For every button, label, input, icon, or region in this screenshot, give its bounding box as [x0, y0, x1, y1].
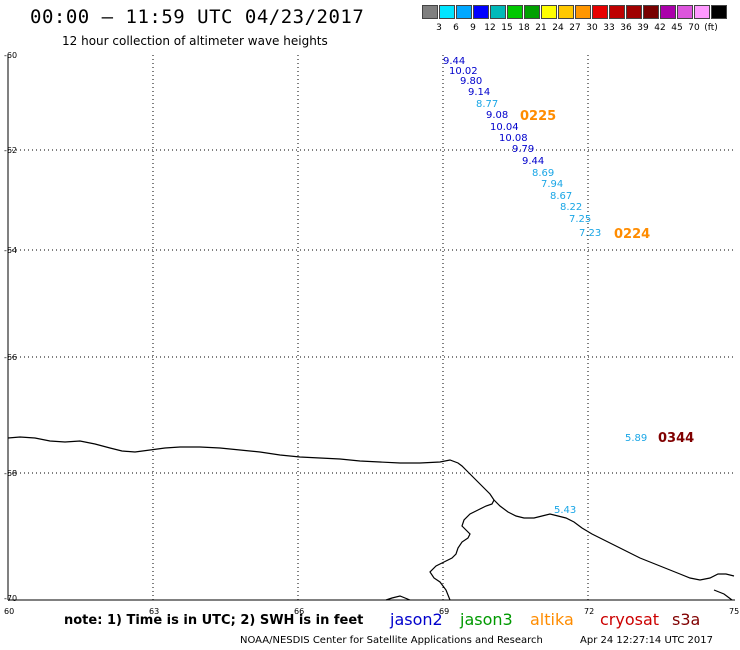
color-legend: 3 6 9 12 15 18 21 24 27 30 33 36 39 42 45 70 (ft)	[422, 5, 728, 33]
legend-swatch	[541, 5, 557, 19]
legend-swatch	[660, 5, 676, 19]
longitude-label: 60	[4, 607, 14, 616]
longitude-label: 63	[149, 607, 159, 616]
legend-swatch	[575, 5, 591, 19]
legend-label: 21	[535, 23, 547, 33]
latitude-label: -64	[4, 246, 17, 255]
legend-swatch	[592, 5, 608, 19]
satellite-legend-s3a: s3a	[672, 610, 701, 629]
latitude-label: -68	[4, 469, 17, 478]
satellite-legend-cryosat: cryosat	[600, 610, 660, 629]
satellite-legend-jason2: jason2	[390, 610, 443, 629]
legend-swatch	[507, 5, 523, 19]
wave-height-value: 10.04	[490, 122, 519, 133]
satellite-legend-jason3: jason3	[460, 610, 513, 629]
latitude-label: -62	[4, 146, 17, 155]
latitude-label: -66	[4, 353, 17, 362]
legend-label: 18	[518, 23, 530, 33]
wave-height-value: 9.14	[468, 87, 490, 98]
legend-label: 45	[671, 23, 683, 33]
wave-height-value: 9.44	[522, 156, 544, 167]
coastline-east	[493, 499, 735, 581]
wave-height-value: 5.89	[625, 433, 647, 444]
legend-swatch	[626, 5, 642, 19]
pass-time-label: 0344	[658, 431, 694, 446]
wave-height-value: 8.77	[476, 99, 498, 110]
wave-height-value: 9.44	[443, 56, 465, 67]
legend-label: 70	[688, 23, 700, 33]
coastline-west-corner	[385, 595, 411, 601]
timestamp-text: Apr 24 12:27:14 UTC 2017	[580, 635, 713, 646]
wave-height-value: 8.67	[550, 191, 572, 202]
legend-swatch	[456, 5, 472, 19]
wave-height-value: 8.22	[560, 202, 582, 213]
legend-label: 30	[586, 23, 598, 33]
wave-height-value: 7.25	[569, 214, 591, 225]
legend-label: 6	[453, 23, 459, 33]
satellite-legend-altika: altika	[530, 610, 574, 629]
legend-swatch	[558, 5, 574, 19]
legend-swatch	[711, 5, 727, 19]
legend-label: 39	[637, 23, 649, 33]
legend-label: 3	[436, 23, 442, 33]
legend-swatch	[694, 5, 710, 19]
legend-label: 15	[501, 23, 513, 33]
legend-label: (ft)	[704, 23, 718, 33]
credit-text: NOAA/NESDIS Center for Satellite Applica…	[240, 635, 543, 646]
wave-height-value: 10.08	[499, 133, 528, 144]
legend-swatch	[609, 5, 625, 19]
legend-swatch	[473, 5, 489, 19]
longitude-label: 69	[439, 607, 449, 616]
legend-label: 36	[620, 23, 632, 33]
legend-swatch	[524, 5, 540, 19]
wave-height-value: 5.43	[554, 505, 576, 516]
legend-swatch	[439, 5, 455, 19]
legend-label: 27	[569, 23, 581, 33]
wave-height-value: 9.08	[486, 110, 508, 121]
wave-height-value: 9.80	[460, 76, 482, 87]
wave-height-value: 7.23	[579, 228, 601, 239]
wave-height-value: 10.02	[449, 66, 478, 77]
pass-time-label: 0224	[614, 227, 650, 242]
map-subtitle: 12 hour collection of altimeter wave hei…	[62, 34, 328, 48]
units-note: note: 1) Time is in UTC; 2) SWH is in fe…	[64, 613, 364, 628]
legend-swatch	[643, 5, 659, 19]
longitude-label: 66	[294, 607, 304, 616]
antarctic-coastline	[7, 436, 495, 601]
legend-label: 42	[654, 23, 666, 33]
legend-swatch	[677, 5, 693, 19]
legend-swatch	[422, 5, 438, 19]
latitude-label: -70	[4, 594, 17, 603]
coastline-se-corner	[713, 589, 733, 601]
latitude-label: -60	[4, 51, 17, 60]
wave-height-value: 8.69	[532, 168, 554, 179]
longitude-label: 72	[584, 607, 594, 616]
legend-swatch	[490, 5, 506, 19]
wave-height-value: 7.94	[541, 179, 563, 190]
longitude-label: 75	[729, 607, 739, 616]
pass-time-label: 0225	[520, 109, 556, 124]
legend-label: 12	[484, 23, 496, 33]
legend-label: 24	[552, 23, 564, 33]
wave-height-value: 9.79	[512, 144, 534, 155]
legend-label: 9	[470, 23, 476, 33]
legend-label: 33	[603, 23, 615, 33]
map-title: 00:00 – 11:59 UTC 04/23/2017	[30, 6, 365, 28]
